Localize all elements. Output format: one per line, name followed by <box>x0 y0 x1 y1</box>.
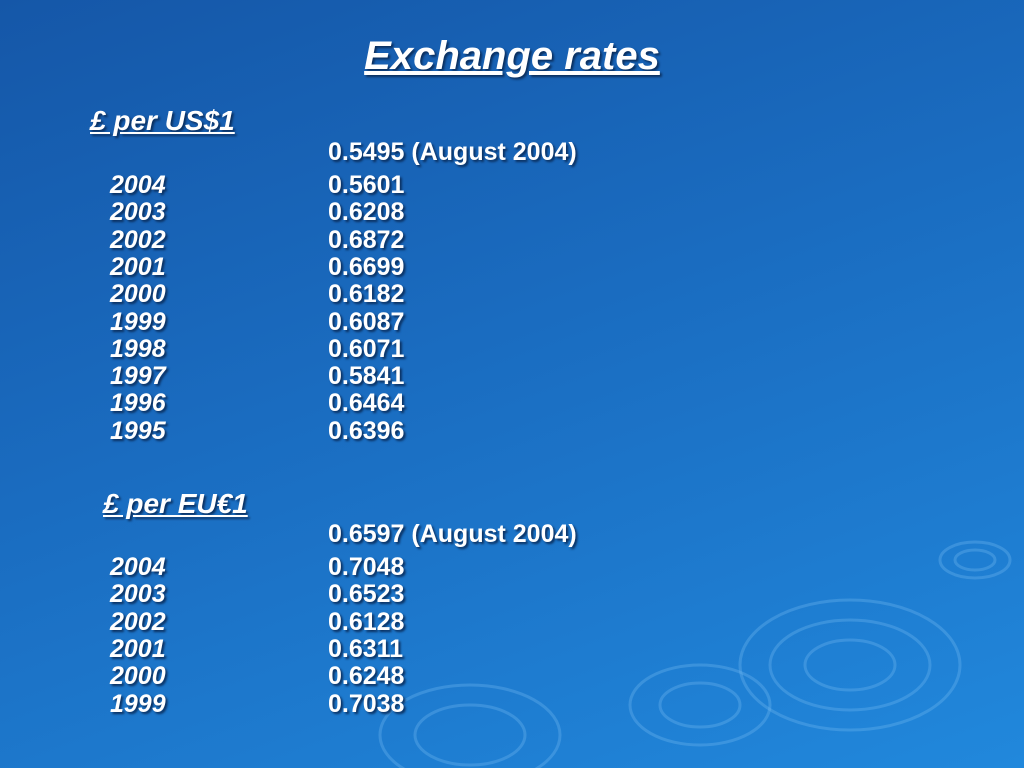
current-rate: 0.6597 (August 2004) <box>328 520 577 548</box>
rate-value: 0.6128 <box>328 607 405 636</box>
year-label: 2002 <box>110 607 166 636</box>
rate-value: 0.6872 <box>328 225 405 254</box>
rate-value: 0.6311 <box>328 634 404 663</box>
year-label: 2004 <box>110 553 166 581</box>
year-label: 2001 <box>110 634 166 663</box>
rate-value: 0.6071 <box>328 334 405 363</box>
year-label: 2004 <box>110 171 166 199</box>
rate-value: 0.6396 <box>328 416 405 445</box>
year-label: 1999 <box>110 307 166 336</box>
year-label: 2000 <box>110 280 166 309</box>
rate-value: 0.7038 <box>328 689 405 718</box>
rate-value: 0.6523 <box>328 580 405 609</box>
rate-value: 0.6208 <box>328 198 405 227</box>
year-label: 2000 <box>110 662 166 691</box>
year-label: 2003 <box>110 198 166 227</box>
rate-value: 0.6182 <box>328 280 405 309</box>
year-label: 1995 <box>110 416 166 445</box>
section-heading: £ per US$1 <box>90 105 235 136</box>
section-heading: £ per EU€1 <box>103 488 248 519</box>
year-label: 1998 <box>110 334 166 363</box>
rate-value: 0.6464 <box>328 389 405 418</box>
year-label: 1999 <box>110 689 166 718</box>
current-rate: 0.5495 (August 2004) <box>328 138 577 166</box>
rate-value: 0.5601 <box>328 171 405 199</box>
year-label: 2003 <box>110 580 166 609</box>
rate-value: 0.7048 <box>328 553 405 581</box>
rate-value: 0.6248 <box>328 662 405 691</box>
rate-value: 0.6699 <box>328 252 405 281</box>
year-label: 1997 <box>110 362 166 391</box>
year-label: 2002 <box>110 225 166 254</box>
year-label: 1996 <box>110 389 166 418</box>
slide-title: Exchange rates <box>364 34 660 78</box>
year-label: 2001 <box>110 252 166 281</box>
rate-value: 0.5841 <box>328 362 405 391</box>
rate-value: 0.6087 <box>328 307 405 336</box>
